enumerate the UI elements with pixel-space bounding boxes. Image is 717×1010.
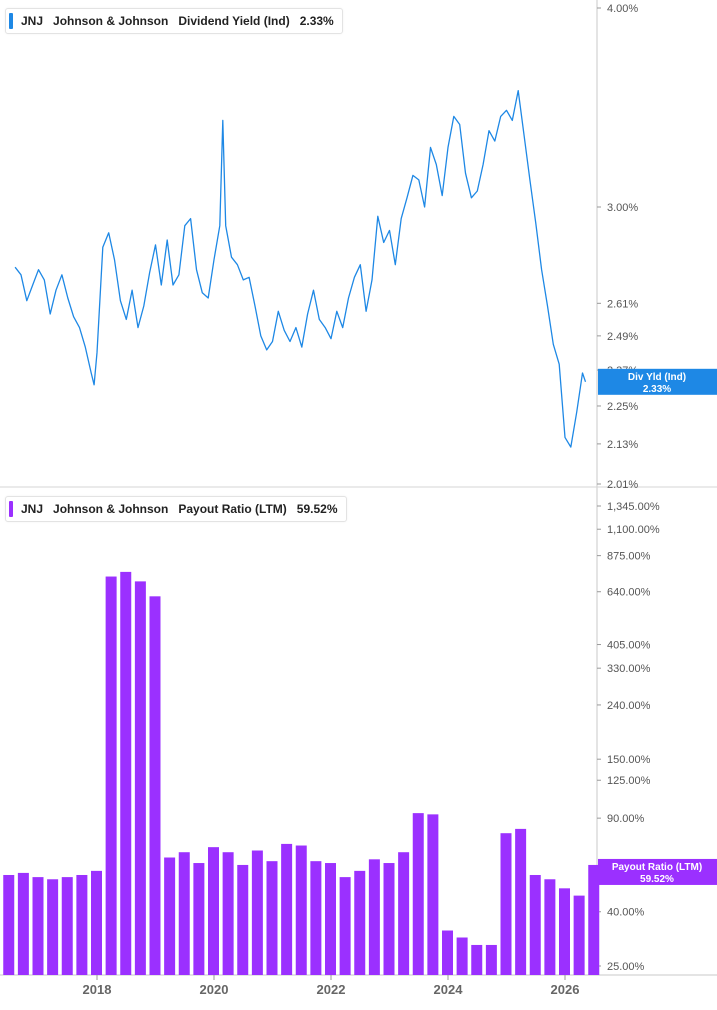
top-legend-company: Johnson & Johnson [53,14,169,28]
top-y-tick-label-2: 2.61% [607,298,638,310]
bottom-legend-ticker: JNJ [21,502,44,516]
payout-bar-26 [383,863,395,975]
top-legend[interactable]: JNJ Johnson & Johnson Dividend Yield (In… [5,8,343,34]
bottom-tag-value: 59.52% [640,874,674,885]
payout-bar-29 [427,814,439,975]
top-legend-ticker: JNJ [21,14,44,28]
bottom-y-tick-label-6: 240.00% [607,700,651,712]
x-tick-label-0: 2018 [83,982,112,997]
payout-bar-8 [120,571,132,975]
payout-bar-34 [500,833,512,975]
bottom-legend-swatch [9,501,13,517]
payout-bar-38 [559,888,570,975]
top-legend-value: 2.33% [299,14,334,28]
dividend-yield-line [14,89,587,448]
payout-bar-1 [17,872,29,975]
top-legend-swatch [9,13,13,29]
payout-bar-40 [588,864,600,975]
payout-bar-4 [61,877,73,975]
bottom-y-tick-label-4: 405.00% [607,640,651,652]
payout-bar-28 [412,813,424,975]
payout-bar-23 [339,877,351,975]
bottom-y-tick-label-2: 875.00% [607,551,651,563]
payout-bar-30 [442,930,453,975]
bottom-y-tick-label-5: 330.00% [607,663,651,675]
payout-bar-21 [310,861,322,975]
payout-bar-25 [368,859,380,975]
payout-bar-13 [193,863,205,975]
top-tag-value: 2.33% [643,384,671,395]
payout-bar-17 [251,850,263,975]
payout-bar-6 [91,870,102,975]
payout-bar-10 [149,596,161,975]
top-y-tick-label-5: 2.25% [607,401,638,413]
payout-bar-2 [32,877,44,975]
payout-bar-9 [134,581,146,975]
x-tick-label-3: 2024 [434,982,464,997]
payout-bar-35 [515,828,527,975]
payout-bar-0 [3,874,15,975]
bottom-legend-company: Johnson & Johnson [53,502,169,516]
bottom-legend-metric: Payout Ratio (LTM) [178,502,287,516]
payout-bar-7 [105,576,117,975]
top-legend-metric: Dividend Yield (Ind) [178,14,290,28]
bottom-legend[interactable]: JNJ Johnson & Johnson Payout Ratio (LTM)… [5,496,347,522]
top-y-tick-label-6: 2.13% [607,439,638,451]
top-y-tick-label-0: 4.00% [607,3,638,15]
bottom-y-tick-label-9: 90.00% [607,813,645,825]
payout-bar-5 [76,874,88,975]
top-value-tag [598,368,717,395]
payout-bar-14 [208,847,219,975]
payout-bar-19 [281,843,293,975]
payout-bar-24 [354,870,366,975]
bottom-legend-value: 59.52% [296,502,338,516]
payout-bar-37 [544,879,556,975]
payout-bar-15 [222,852,234,975]
payout-bar-20 [295,845,307,975]
top-y-tick-label-1: 3.00% [607,202,638,214]
bottom-y-tick-label-1: 1,100.00% [607,524,660,536]
top-tag-label: Div Yld (Ind) [628,372,686,383]
payout-bar-12 [178,852,190,975]
top-y-tick-label-7: 2.01% [607,479,638,491]
payout-bar-11 [164,857,176,975]
payout-bar-22 [325,863,336,975]
payout-bar-39 [573,895,585,975]
payout-bar-31 [456,937,468,975]
payout-bar-33 [485,944,497,975]
payout-bar-27 [398,852,410,975]
bottom-y-tick-label-10: 40.00% [607,907,645,919]
bottom-tag-label: Payout Ratio (LTM) [612,862,702,873]
payout-bar-32 [471,944,483,975]
bottom-y-tick-label-11: 25.00% [607,961,645,973]
payout-bar-36 [529,874,541,975]
x-tick-label-1: 2020 [200,982,229,997]
bottom-y-tick-label-7: 150.00% [607,754,651,766]
bottom-y-tick-label-3: 640.00% [607,587,651,599]
bottom-value-tag [598,858,717,885]
x-tick-label-2: 2022 [317,982,346,997]
payout-bar-18 [266,861,278,975]
bottom-y-tick-label-8: 125.00% [607,775,651,787]
payout-bar-16 [237,864,249,975]
bottom-y-tick-label-0: 1,345.00% [607,501,660,513]
x-tick-label-4: 2026 [551,982,580,997]
payout-bar-3 [47,879,59,975]
top-y-tick-label-3: 2.49% [607,331,638,343]
